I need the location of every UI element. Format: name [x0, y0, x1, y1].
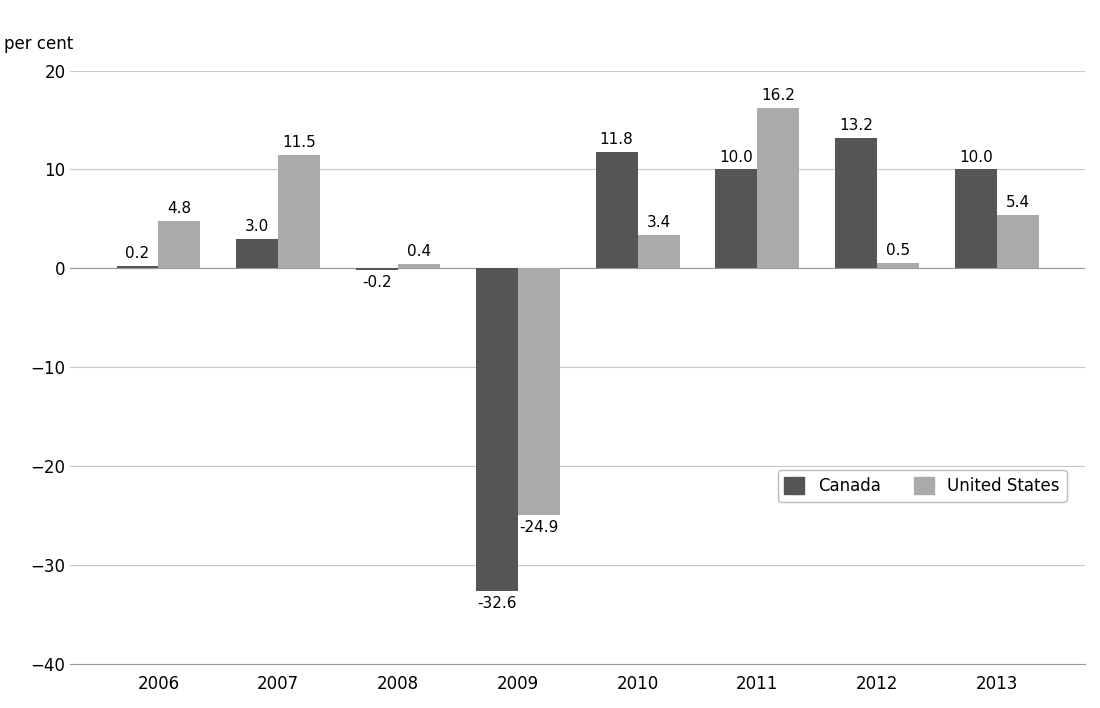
Bar — [117, 266, 158, 268]
Bar — [835, 138, 877, 268]
Text: 10.0: 10.0 — [719, 149, 754, 164]
Text: -32.6: -32.6 — [477, 595, 517, 611]
Text: 5.4: 5.4 — [1005, 195, 1030, 210]
Text: 3.0: 3.0 — [245, 219, 270, 234]
Text: 13.2: 13.2 — [839, 118, 873, 133]
Bar — [398, 264, 440, 268]
Bar — [638, 235, 680, 268]
Bar — [158, 221, 200, 268]
Text: 0.4: 0.4 — [407, 244, 431, 259]
Text: 0.5: 0.5 — [887, 244, 910, 258]
Text: 0.2: 0.2 — [125, 246, 150, 261]
Text: 11.5: 11.5 — [283, 135, 316, 149]
Bar — [236, 239, 278, 268]
Bar — [476, 268, 518, 590]
Bar — [997, 215, 1038, 268]
Text: 3.4: 3.4 — [647, 215, 671, 230]
Bar — [877, 263, 920, 268]
Text: -0.2: -0.2 — [362, 275, 392, 290]
Bar — [518, 268, 560, 515]
Legend: Canada, United States: Canada, United States — [778, 470, 1067, 502]
Text: 11.8: 11.8 — [600, 132, 634, 147]
Text: -24.9: -24.9 — [519, 520, 559, 535]
Bar — [955, 169, 997, 268]
Bar — [596, 152, 638, 268]
Text: 4.8: 4.8 — [167, 201, 191, 216]
Bar — [278, 154, 320, 268]
Text: 16.2: 16.2 — [761, 88, 795, 103]
Bar — [758, 108, 800, 268]
Text: per cent: per cent — [4, 35, 74, 53]
Text: 10.0: 10.0 — [959, 149, 993, 164]
Bar — [715, 169, 758, 268]
Bar — [356, 268, 398, 270]
